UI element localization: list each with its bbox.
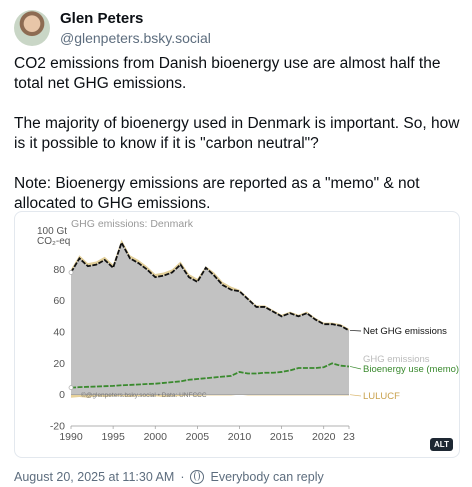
x-tick-label: 2005 [186,431,210,443]
bioenergy-series-label: Bioenergy use (memo) [363,364,459,375]
lulucf-leader-line [349,394,362,397]
ghg-band-area [71,239,349,331]
chart-image[interactable]: GHG emissions: Denmark 100 Gt CO₂-eq -20 0 20… [14,211,460,458]
globe-icon [190,470,205,484]
post-paragraph: CO2 emissions from Danish bioenergy use … [14,55,441,92]
x-tick-label: 2015 [270,431,294,443]
chart-credit: ©@glenpeters.bsky.social • Data: UNFCCC [81,391,207,399]
y-tick-label: 40 [53,327,65,339]
y-tick-label: 0 [59,389,65,401]
ghg-series-label: GHG emissions [363,354,430,365]
x-tick-label: 23 [343,431,355,443]
x-tick-label: 1990 [59,431,83,443]
timestamp[interactable]: August 20, 2025 at 11:30 AM [14,470,175,484]
y-tick-label: -20 [50,421,65,433]
net-ghg-area [71,242,349,395]
post-paragraph: Note: Bioenergy emissions are reported a… [14,175,420,212]
author-handle[interactable]: @glenpeters.bsky.social [60,30,211,46]
net-ghg-series-label: Net GHG emissions [363,326,447,337]
x-tick-label: 1995 [101,431,125,443]
y-tick-label: 60 [53,295,65,307]
y-tick-label: 80 [53,264,65,276]
chart-title: GHG emissions: Denmark [71,218,194,230]
post-paragraph: The majority of bioenergy used in Denmar… [14,115,460,152]
bio-start-point [68,385,74,390]
bioenergy-line [70,362,350,389]
y-axis-label: 100 Gt [37,226,67,237]
post-meta: August 20, 2025 at 11:30 AM · Everybody … [14,470,324,484]
reply-visibility[interactable]: Everybody can reply [210,470,324,484]
net-ghg-line [70,240,350,332]
meta-separator: · [180,470,185,484]
alt-badge[interactable]: ALT [430,438,453,451]
avatar[interactable] [14,10,50,46]
x-tick-label: 2010 [228,431,252,443]
y-axis-label: CO₂-eq [37,236,70,247]
net-leader-line [349,330,362,332]
net-start-point [68,270,74,275]
bio-leader-line [349,366,362,370]
lulucf-series-label: LULUCF [363,391,400,402]
x-tick-label: 2000 [144,431,168,443]
author-name[interactable]: Glen Peters [60,10,144,27]
lulucf-area [71,394,349,398]
y-tick-label: 20 [53,358,65,370]
x-tick-label: 2020 [312,431,336,443]
post-text: CO2 emissions from Danish bioenergy use … [14,54,462,234]
